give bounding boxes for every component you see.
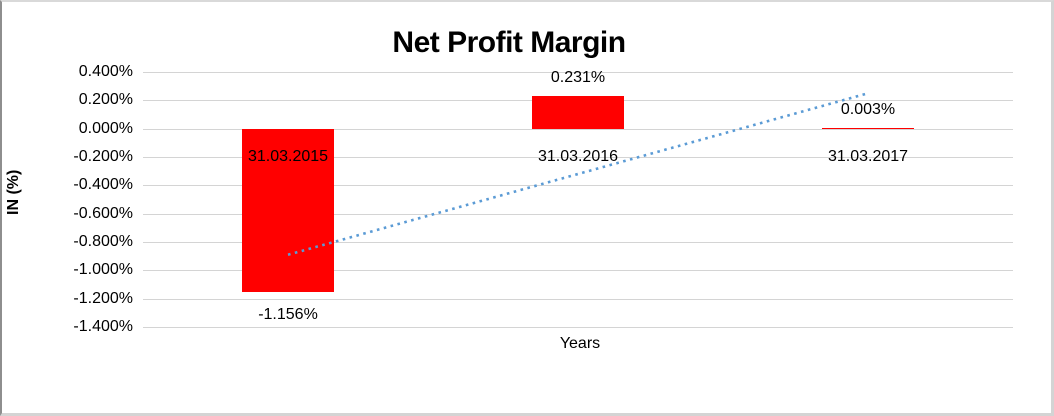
y-axis-title: IN (%) bbox=[5, 169, 22, 215]
y-tick-label: 0.400% bbox=[78, 63, 133, 80]
y-tick-label: 0.200% bbox=[78, 91, 133, 109]
y-gridline bbox=[143, 72, 1013, 73]
data-label: 0.231% bbox=[550, 68, 606, 86]
y-tick-label: -1.000% bbox=[73, 261, 133, 279]
y-tick-label: -0.800% bbox=[73, 233, 133, 250]
bar-31.03.2015 bbox=[242, 128, 334, 293]
y-gridline bbox=[143, 270, 1013, 272]
y-gridline bbox=[143, 298, 1013, 300]
y-gridline bbox=[143, 213, 1013, 215]
y-gridline bbox=[143, 185, 1013, 187]
x-axis-title: Years bbox=[559, 335, 601, 352]
chart-title: Net Profit Margin bbox=[392, 26, 626, 59]
category-label: 31.03.2016 bbox=[537, 148, 619, 165]
y-gridline bbox=[143, 128, 1013, 130]
y-tick-label: -1.200% bbox=[73, 289, 133, 307]
data-label: 0.003% bbox=[840, 101, 896, 119]
y-gridline bbox=[143, 327, 1013, 328]
y-tick-label: -0.200% bbox=[73, 148, 133, 165]
y-gridline bbox=[143, 242, 1013, 243]
y-tick-label: -0.400% bbox=[73, 176, 133, 194]
bar-31.03.2016 bbox=[532, 95, 624, 129]
data-label: -1.156% bbox=[258, 306, 318, 324]
y-tick-label: -0.600% bbox=[73, 204, 133, 222]
y-tick-label: -1.400% bbox=[73, 318, 133, 335]
category-label: 31.03.2017 bbox=[827, 148, 909, 165]
y-gridline bbox=[143, 157, 1013, 158]
category-label: 31.03.2015 bbox=[247, 148, 329, 165]
y-tick-label: 0.000% bbox=[78, 119, 133, 137]
